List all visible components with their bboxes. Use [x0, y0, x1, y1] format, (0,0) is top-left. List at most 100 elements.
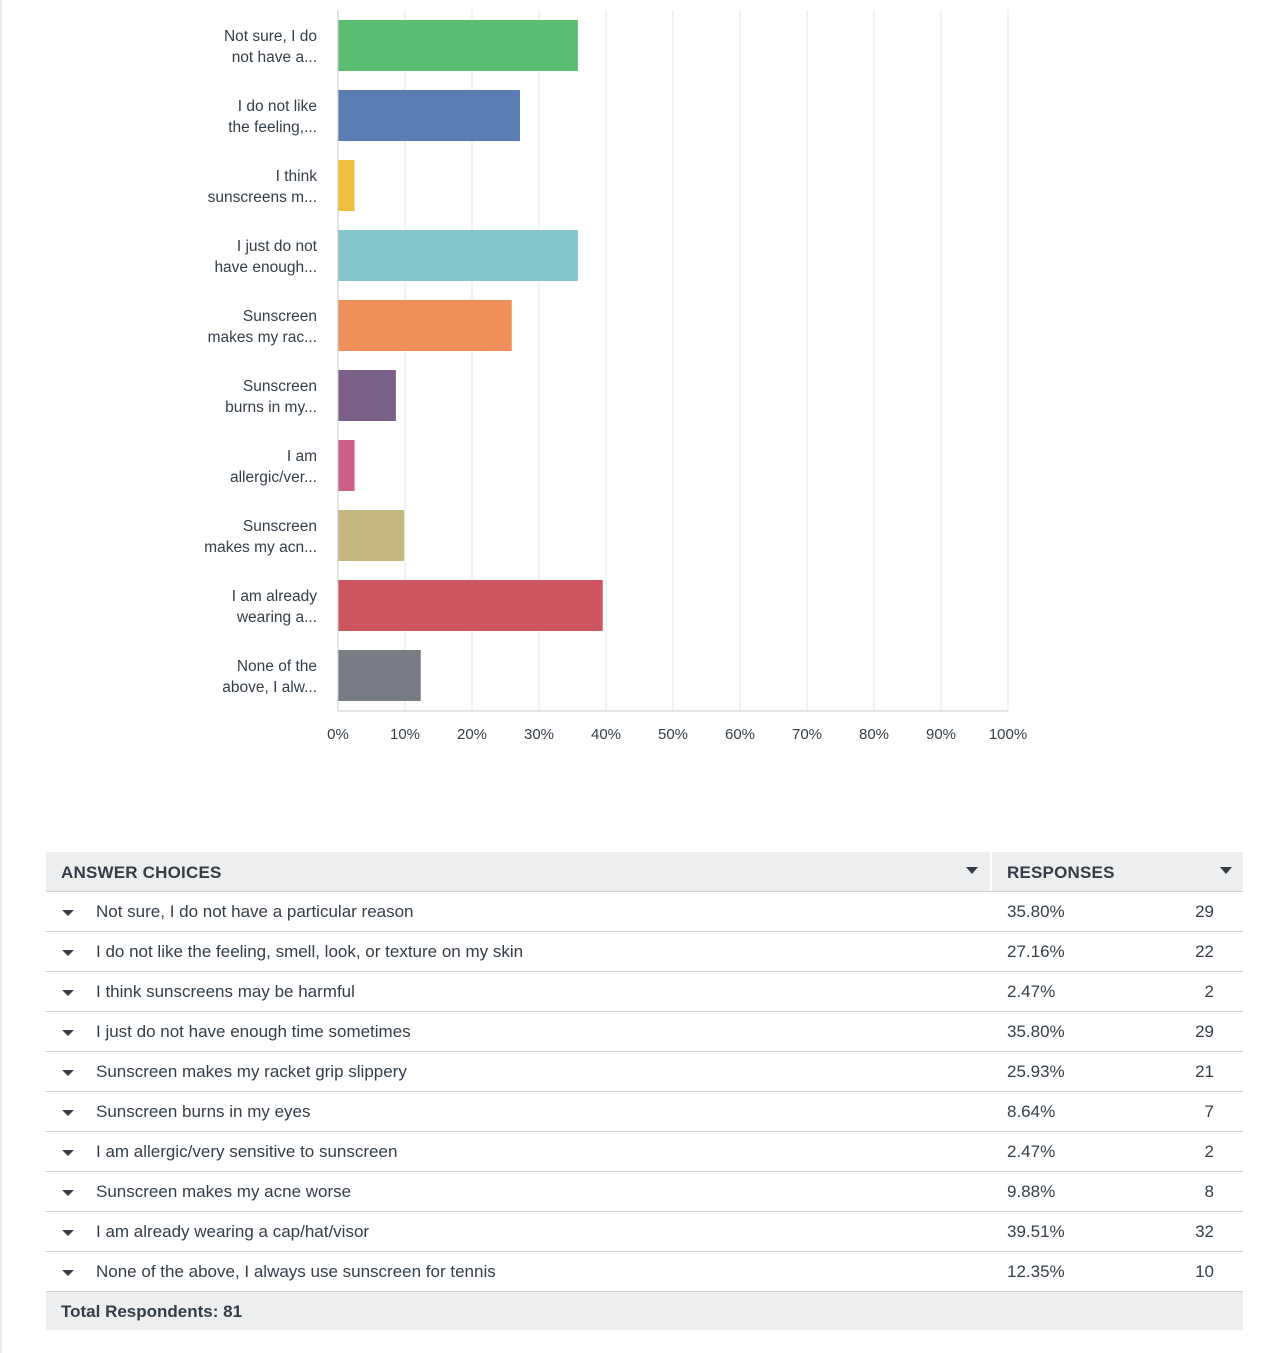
answer-choice-text: I am already wearing a cap/hat/visor: [96, 1222, 370, 1241]
answer-choice-text: Sunscreen makes my acne worse: [96, 1182, 352, 1201]
answer-choice-text: I think sunscreens may be harmful: [96, 982, 355, 1001]
category-label: None of the above, I alw...: [222, 658, 317, 696]
sort-down-icon[interactable]: [966, 867, 978, 874]
expand-caret-icon[interactable]: [62, 910, 74, 916]
category-label: Not sure, I do not have a...: [224, 28, 317, 66]
answer-choices-header-label: ANSWER CHOICES: [61, 863, 222, 882]
answer-choice-cell: I do not like the feeling, smell, look, …: [46, 932, 992, 971]
table-row[interactable]: Not sure, I do not have a particular rea…: [46, 892, 1243, 932]
table-header: ANSWER CHOICES RESPONSES: [46, 852, 1243, 892]
answer-choice-text: I just do not have enough time sometimes: [96, 1022, 411, 1041]
expand-caret-icon[interactable]: [62, 1230, 74, 1236]
response-percent: 35.80%: [1007, 1022, 1065, 1041]
response-percent: 2.47%: [1007, 1142, 1056, 1161]
table-row[interactable]: Sunscreen makes my acne worse 9.88% 8: [46, 1172, 1243, 1212]
response-percent: 27.16%: [1007, 942, 1065, 961]
responses-table: ANSWER CHOICES RESPONSES Not sure, I do …: [46, 852, 1243, 1330]
table-footer: Total Respondents: 81: [46, 1292, 1243, 1330]
bar[interactable]: [338, 90, 520, 141]
response-count[interactable]: 29: [1195, 1022, 1214, 1041]
answer-choice-text: Sunscreen burns in my eyes: [96, 1102, 311, 1121]
x-tick-label: 90%: [926, 726, 956, 743]
response-count[interactable]: 2: [1204, 982, 1214, 1001]
response-percent: 12.35%: [1007, 1262, 1065, 1281]
answer-choice-text: Not sure, I do not have a particular rea…: [96, 902, 414, 921]
responses-header-label: RESPONSES: [1007, 863, 1115, 882]
bar[interactable]: [338, 230, 578, 281]
expand-caret-icon[interactable]: [62, 1030, 74, 1036]
response-count[interactable]: 8: [1204, 1182, 1214, 1201]
answer-choice-cell: I think sunscreens may be harmful: [46, 972, 992, 1011]
chart-bars: [338, 20, 603, 701]
x-tick-label: 0%: [327, 726, 349, 743]
response-percent: 8.64%: [1007, 1102, 1056, 1121]
expand-caret-icon[interactable]: [62, 950, 74, 956]
table-row[interactable]: Sunscreen burns in my eyes 8.64% 7: [46, 1092, 1243, 1132]
table-row[interactable]: I just do not have enough time sometimes…: [46, 1012, 1243, 1052]
response-percent: 25.93%: [1007, 1062, 1065, 1081]
response-count[interactable]: 2: [1204, 1142, 1214, 1161]
answer-choice-text: I do not like the feeling, smell, look, …: [96, 942, 524, 961]
x-tick-label: 40%: [591, 726, 621, 743]
answer-choice-cell: I am already wearing a cap/hat/visor: [46, 1212, 992, 1251]
answer-choice-cell: None of the above, I always use sunscree…: [46, 1252, 992, 1291]
answer-choice-cell: Sunscreen makes my racket grip slippery: [46, 1052, 992, 1091]
bar[interactable]: [338, 160, 355, 211]
x-tick-label: 10%: [390, 726, 420, 743]
expand-caret-icon[interactable]: [62, 1150, 74, 1156]
x-tick-label: 80%: [859, 726, 889, 743]
expand-caret-icon[interactable]: [62, 1110, 74, 1116]
page-left-border: [0, 0, 2, 1353]
response-percent: 39.51%: [1007, 1222, 1065, 1241]
answer-choice-cell: Sunscreen burns in my eyes: [46, 1092, 992, 1131]
x-tick-label: 20%: [457, 726, 487, 743]
chart-x-tick-labels: 0% 10% 20% 30% 40% 50% 60% 70% 80% 90% 100%: [327, 726, 1027, 743]
response-count[interactable]: 29: [1195, 902, 1214, 921]
expand-caret-icon[interactable]: [62, 990, 74, 996]
bar-chart: Not sure, I do not have a... I do not like…: [204, 10, 1027, 743]
answer-choice-text: Sunscreen makes my racket grip slippery: [96, 1062, 407, 1081]
answer-choice-cell: I just do not have enough time sometimes: [46, 1012, 992, 1051]
response-percent: 2.47%: [1007, 982, 1056, 1001]
bar[interactable]: [338, 370, 396, 421]
response-percent: 9.88%: [1007, 1182, 1056, 1201]
table-row[interactable]: None of the above, I always use sunscree…: [46, 1252, 1243, 1292]
category-label: Sunscreen makes my acn...: [204, 518, 317, 556]
x-tick-label: 60%: [725, 726, 755, 743]
responses-header[interactable]: RESPONSES: [992, 852, 1243, 891]
bar[interactable]: [338, 580, 603, 631]
category-label: I just do not have enough...: [214, 238, 317, 276]
category-label: I am already wearing a...: [232, 588, 318, 626]
expand-caret-icon[interactable]: [62, 1070, 74, 1076]
table-body: Not sure, I do not have a particular rea…: [46, 892, 1243, 1292]
table-row[interactable]: Sunscreen makes my racket grip slippery 2…: [46, 1052, 1243, 1092]
table-row[interactable]: I am allergic/very sensitive to sunscree…: [46, 1132, 1243, 1172]
bar[interactable]: [338, 20, 578, 71]
x-tick-label: 30%: [524, 726, 554, 743]
bar[interactable]: [338, 300, 512, 351]
response-count[interactable]: 7: [1204, 1102, 1214, 1121]
total-respondents: Total Respondents: 81: [61, 1302, 243, 1321]
answer-choices-header[interactable]: ANSWER CHOICES: [46, 852, 992, 891]
category-label: Sunscreen burns in my...: [225, 378, 317, 416]
bar[interactable]: [338, 510, 405, 561]
response-count[interactable]: 32: [1195, 1222, 1214, 1241]
x-tick-label: 70%: [792, 726, 822, 743]
chart-category-labels: Not sure, I do not have a... I do not like…: [204, 28, 318, 696]
category-label: I am allergic/ver...: [230, 448, 317, 486]
response-percent: 35.80%: [1007, 902, 1065, 921]
sort-down-icon[interactable]: [1220, 867, 1232, 874]
table-row[interactable]: I do not like the feeling, smell, look, …: [46, 932, 1243, 972]
response-count[interactable]: 22: [1195, 942, 1214, 961]
expand-caret-icon[interactable]: [62, 1270, 74, 1276]
expand-caret-icon[interactable]: [62, 1190, 74, 1196]
response-count[interactable]: 10: [1195, 1262, 1214, 1281]
bar[interactable]: [338, 440, 355, 491]
answer-choice-cell: Sunscreen makes my acne worse: [46, 1172, 992, 1211]
category-label: Sunscreen makes my rac...: [208, 308, 317, 346]
response-count[interactable]: 21: [1195, 1062, 1214, 1081]
table-row[interactable]: I think sunscreens may be harmful 2.47% 2: [46, 972, 1243, 1012]
table-row[interactable]: I am already wearing a cap/hat/visor 39.5…: [46, 1212, 1243, 1252]
bar[interactable]: [338, 650, 421, 701]
x-tick-label: 100%: [989, 726, 1027, 743]
